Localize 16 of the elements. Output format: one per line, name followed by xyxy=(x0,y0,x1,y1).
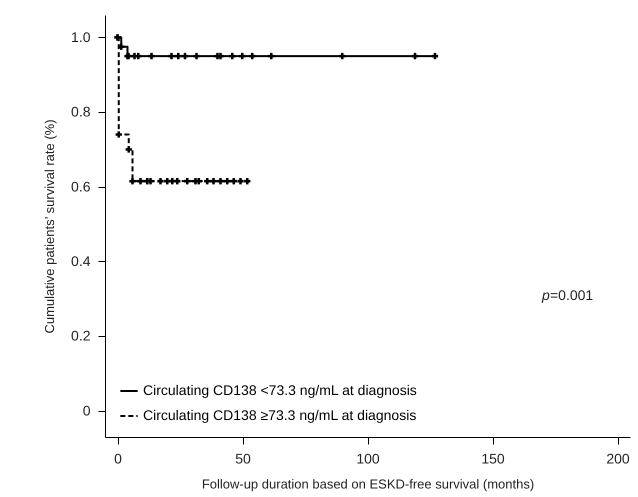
y-tick-label: 0.8 xyxy=(71,104,91,120)
x-tick-label: 0 xyxy=(114,450,122,466)
x-axis-title: Follow-up duration based on ESKD-free survival (months) xyxy=(202,476,534,492)
y-tick-label: 0.2 xyxy=(71,328,91,344)
annotation: p=0.001 xyxy=(541,287,594,303)
legend-label: Circulating CD138 ≥73.3 ng/mL at diagnosis xyxy=(143,407,416,423)
x-tick-label: 100 xyxy=(356,450,380,466)
legend-label: Circulating CD138 <73.3 ng/mL at diagnosis xyxy=(143,382,417,398)
y-axis-title: Cumulative patients’ survival rate (%) xyxy=(42,119,58,334)
y-tick-label: 0 xyxy=(82,402,91,418)
x-tick-label: 150 xyxy=(481,450,505,466)
y-tick-label: 0.4 xyxy=(71,252,91,269)
y-tick-label: 0.6 xyxy=(71,178,91,194)
x-tick-label: 200 xyxy=(606,450,630,466)
y-tick-label: 1.0 xyxy=(71,28,91,45)
x-tick-label: 50 xyxy=(235,450,251,466)
